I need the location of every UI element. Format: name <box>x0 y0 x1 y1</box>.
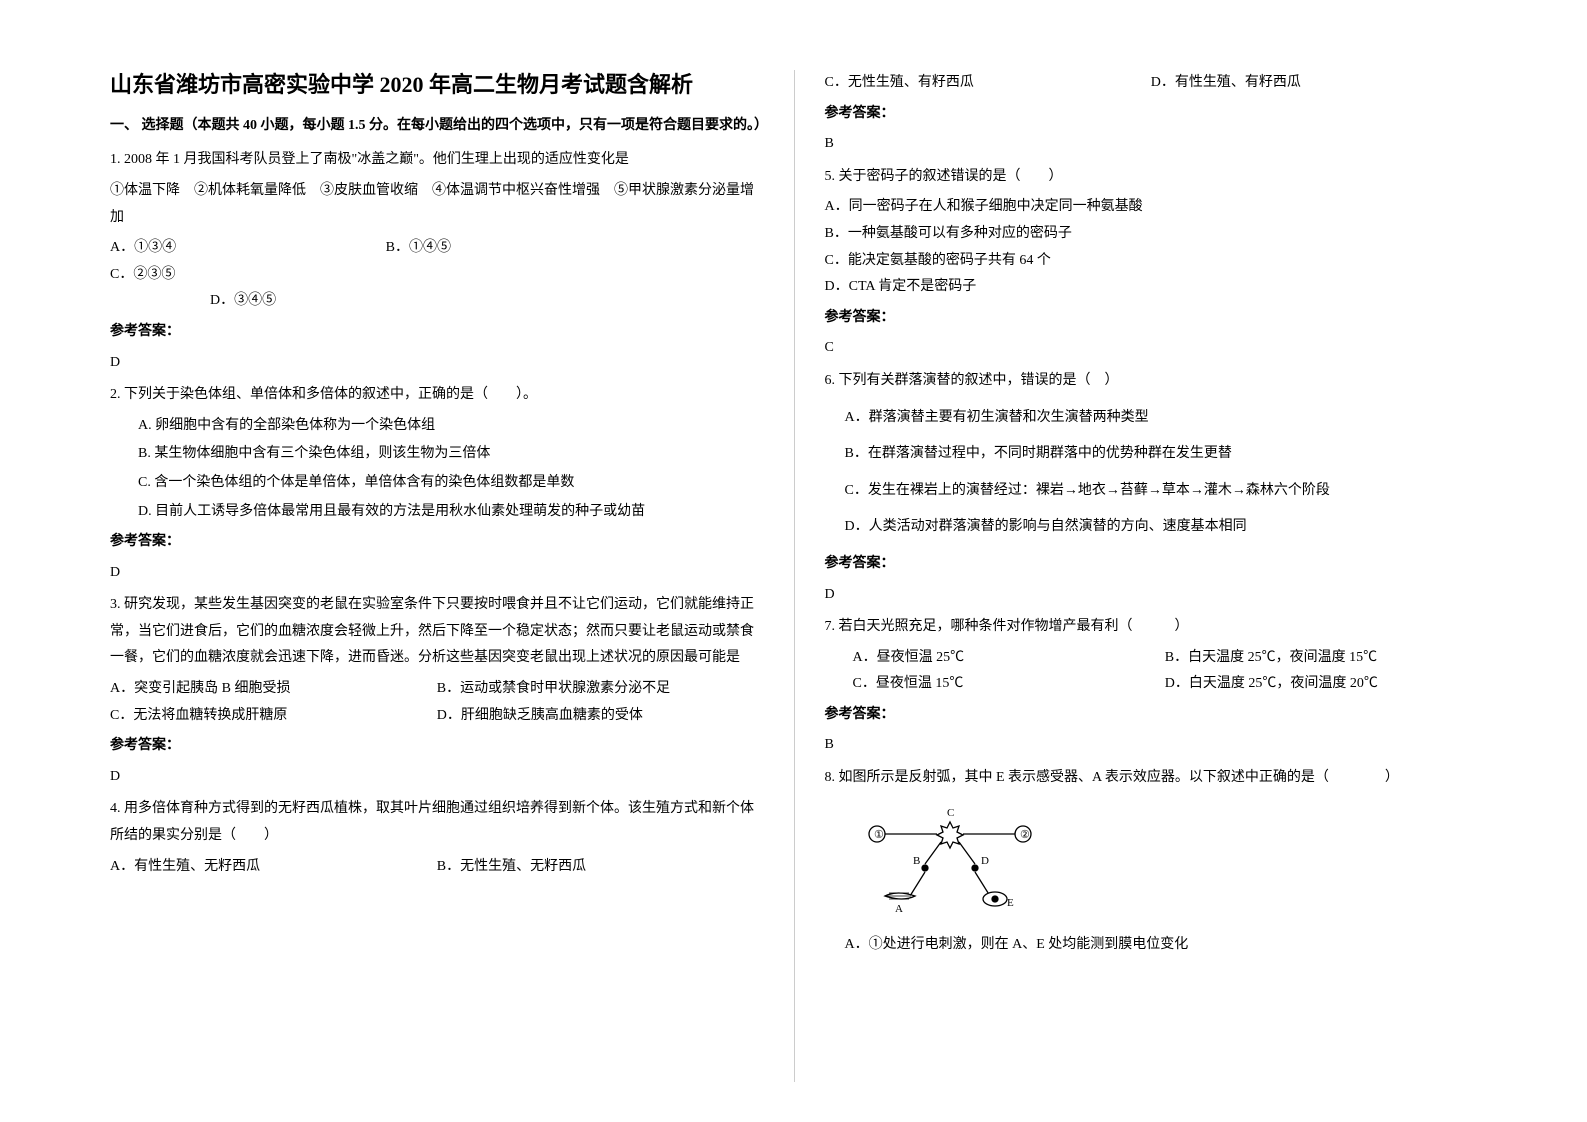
svg-text:②: ② <box>1020 829 1030 841</box>
q2-ans: D <box>110 560 764 587</box>
q4-options-row1: A．有性生殖、无籽西瓜 B．无性生殖、无籽西瓜 <box>110 854 764 881</box>
q4-opt-b: B．无性生殖、无籽西瓜 <box>437 854 764 881</box>
left-column: 山东省潍坊市高密实验中学 2020 年高二生物月考试题含解析 一、 选择题（本题… <box>90 70 794 1082</box>
q6-opt-d: D．人类活动对群落演替的影响与自然演替的方向、速度基本相同 <box>825 514 1478 541</box>
question-4-cont: C．无性生殖、有籽西瓜 D．有性生殖、有籽西瓜 参考答案： B <box>825 70 1478 158</box>
question-7: 7. 若白天光照充足，哪种条件对作物增产最有利（ ） A．昼夜恒温 25℃ B．… <box>825 614 1478 759</box>
svg-text:E: E <box>1007 897 1014 909</box>
q4-opt-c: C．无性生殖、有籽西瓜 <box>825 70 1151 97</box>
q5-ans-label: 参考答案： <box>825 305 1478 332</box>
q1-options-row1: A．①③④ B．①④⑤ C．②③⑤ <box>110 235 764 288</box>
q7-opt-c: C．昼夜恒温 15℃ <box>853 671 1165 698</box>
question-5: 5. 关于密码子的叙述错误的是（ ） A．同一密码子在人和猴子细胞中决定同一种氨… <box>825 164 1478 362</box>
q2-opt-b: B. 某生物体细胞中含有三个染色体组，则该生物为三倍体 <box>110 441 764 468</box>
q5-stem: 5. 关于密码子的叙述错误的是（ ） <box>825 164 1478 191</box>
q2-opt-a: A. 卵细胞中含有的全部染色体称为一个染色体组 <box>110 413 764 440</box>
q1-sub: ①体温下降 ②机体耗氧量降低 ③皮肤血管收缩 ④体温调节中枢兴奋性增强 ⑤甲状腺… <box>110 178 764 231</box>
q2-opt-c: C. 含一个染色体组的个体是单倍体，单倍体含有的染色体组数都是单数 <box>110 470 764 497</box>
q2-ans-label: 参考答案： <box>110 529 764 556</box>
q3-opt-a: A．突变引起胰岛 B 细胞受损 <box>110 676 437 703</box>
q3-opt-d: D．肝细胞缺乏胰高血糖素的受体 <box>437 703 764 730</box>
svg-text:①: ① <box>874 829 884 841</box>
q1-opt-d: D．③④⑤ <box>110 288 764 315</box>
q1-stem: 1. 2008 年 1 月我国科考队员登上了南极"冰盖之巅"。他们生理上出现的适… <box>110 147 764 174</box>
q7-opt-a: A．昼夜恒温 25℃ <box>853 645 1165 672</box>
q1-opt-a: A．①③④ <box>110 235 326 262</box>
doc-title: 山东省潍坊市高密实验中学 2020 年高二生物月考试题含解析 <box>110 70 764 101</box>
q6-stem: 6. 下列有关群落演替的叙述中，错误的是（ ） <box>825 368 1478 395</box>
q6-opt-a: A．群落演替主要有初生演替和次生演替两种类型 <box>825 405 1478 432</box>
q1-opt-c: C．②③⑤ <box>110 262 326 289</box>
q7-stem: 7. 若白天光照充足，哪种条件对作物增产最有利（ ） <box>825 614 1478 641</box>
q6-opt-c: C．发生在裸岩上的演替经过：裸岩→地衣→苔藓→草本→灌木→森林六个阶段 <box>825 478 1478 505</box>
q7-opt-b: B．白天温度 25℃，夜间温度 15℃ <box>1165 645 1477 672</box>
reflex-arc-diagram: ① ② C B D A E <box>855 804 1045 914</box>
q1-opt-b: B．①④⑤ <box>386 235 602 262</box>
svg-text:C: C <box>947 807 954 819</box>
q5-opt-d: D．CTA 肯定不是密码子 <box>825 274 1478 301</box>
svg-text:A: A <box>895 903 903 914</box>
q4-ans: B <box>825 131 1478 158</box>
q7-ans-label: 参考答案： <box>825 702 1478 729</box>
q4-options-row2: C．无性生殖、有籽西瓜 D．有性生殖、有籽西瓜 <box>825 70 1478 97</box>
q7-options: A．昼夜恒温 25℃ B．白天温度 25℃，夜间温度 15℃ C．昼夜恒温 15… <box>825 645 1478 698</box>
question-4: 4. 用多倍体育种方式得到的无籽西瓜植株，取其叶片细胞通过组织培养得到新个体。该… <box>110 796 764 880</box>
q5-opt-a: A．同一密码子在人和猴子细胞中决定同一种氨基酸 <box>825 194 1478 221</box>
question-1: 1. 2008 年 1 月我国科考队员登上了南极"冰盖之巅"。他们生理上出现的适… <box>110 147 764 376</box>
svg-text:D: D <box>981 855 989 867</box>
q3-ans: D <box>110 764 764 791</box>
q4-stem: 4. 用多倍体育种方式得到的无籽西瓜植株，取其叶片细胞通过组织培养得到新个体。该… <box>110 796 764 849</box>
q8-opt-a: A．①处进行电刺激，则在 A、E 处均能测到膜电位变化 <box>825 932 1478 959</box>
q2-stem: 2. 下列关于染色体组、单倍体和多倍体的叙述中，正确的是（ ）。 <box>110 382 764 409</box>
q8-stem: 8. 如图所示是反射弧，其中 E 表示感受器、A 表示效应器。以下叙述中正确的是… <box>825 765 1478 792</box>
q7-ans: B <box>825 732 1478 759</box>
q6-ans-label: 参考答案： <box>825 551 1478 578</box>
q5-opt-b: B．一种氨基酸可以有多种对应的密码子 <box>825 221 1478 248</box>
question-2: 2. 下列关于染色体组、单倍体和多倍体的叙述中，正确的是（ ）。 A. 卵细胞中… <box>110 382 764 586</box>
q5-opt-c: C．能决定氨基酸的密码子共有 64 个 <box>825 248 1478 275</box>
q4-ans-label: 参考答案： <box>825 101 1478 128</box>
q1-ans: D <box>110 350 764 377</box>
q5-ans: C <box>825 335 1478 362</box>
q1-ans-label: 参考答案： <box>110 319 764 346</box>
q3-stem: 3. 研究发现，某些发生基因突变的老鼠在实验室条件下只要按时喂食并且不让它们运动… <box>110 592 764 672</box>
q3-ans-label: 参考答案： <box>110 733 764 760</box>
q4-opt-d: D．有性生殖、有籽西瓜 <box>1151 70 1477 97</box>
question-3: 3. 研究发现，某些发生基因突变的老鼠在实验室条件下只要按时喂食并且不让它们运动… <box>110 592 764 790</box>
q7-opt-d: D．白天温度 25℃，夜间温度 20℃ <box>1165 671 1477 698</box>
svg-text:B: B <box>913 855 920 867</box>
q6-ans: D <box>825 582 1478 609</box>
q3-opt-c: C．无法将血糖转换成肝糖原 <box>110 703 437 730</box>
q3-options: A．突变引起胰岛 B 细胞受损 B．运动或禁食时甲状腺激素分泌不足 C．无法将血… <box>110 676 764 729</box>
section-1-header: 一、 选择题（本题共 40 小题，每小题 1.5 分。在每小题给出的四个选项中，… <box>110 113 764 140</box>
q6-opt-b: B．在群落演替过程中，不同时期群落中的优势种群在发生更替 <box>825 441 1478 468</box>
q4-opt-a: A．有性生殖、无籽西瓜 <box>110 854 437 881</box>
q3-opt-b: B．运动或禁食时甲状腺激素分泌不足 <box>437 676 764 703</box>
question-6: 6. 下列有关群落演替的叙述中，错误的是（ ） A．群落演替主要有初生演替和次生… <box>825 368 1478 608</box>
q2-opt-d: D. 目前人工诱导多倍体最常用且最有效的方法是用秋水仙素处理萌发的种子或幼苗 <box>110 499 764 526</box>
right-column: C．无性生殖、有籽西瓜 D．有性生殖、有籽西瓜 参考答案： B 5. 关于密码子… <box>794 70 1498 1082</box>
question-8: 8. 如图所示是反射弧，其中 E 表示感受器、A 表示效应器。以下叙述中正确的是… <box>825 765 1478 959</box>
